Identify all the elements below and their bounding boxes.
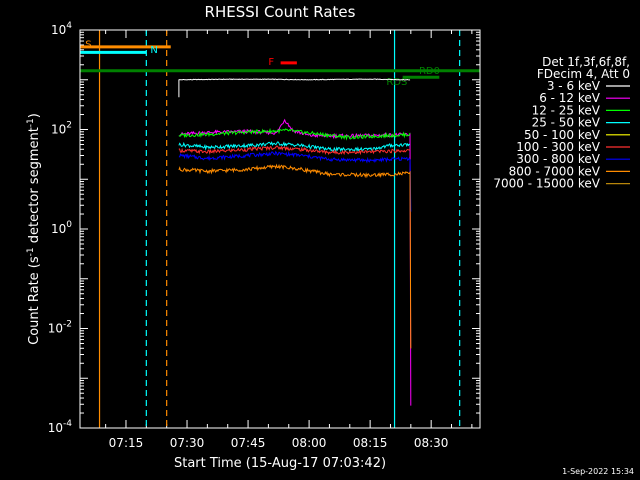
legend-entry-label: 300 - 800 keV (516, 152, 600, 166)
series-line-3 (178, 141, 411, 153)
legend-entry-label: 100 - 300 keV (516, 140, 600, 154)
y-tick-exponent: -2 (63, 320, 72, 330)
x-tick-label: 07:30 (170, 436, 205, 450)
flag-label-rds: RDS (386, 77, 407, 88)
y-tick-label: 102 (51, 121, 72, 137)
footer-timestamp: 1-Sep-2022 15:34 (562, 467, 634, 476)
legend-entry-label: 7000 - 15000 keV (493, 177, 600, 191)
y-tick-exponent: 2 (66, 121, 72, 131)
legend-header-2: FDecim 4, Att 0 (537, 67, 630, 81)
legend-entry-label: 50 - 100 keV (524, 128, 601, 142)
x-axis-label: Start Time (15-Aug-17 07:03:42) (174, 456, 386, 471)
y-axis-label-sup1: -1 (26, 247, 36, 256)
plot-frame (79, 29, 481, 429)
legend-entry-label: 25 - 50 keV (532, 116, 601, 130)
y-tick-base: 10 (48, 421, 63, 435)
y-tick-label: 10-2 (48, 320, 72, 336)
x-tick-label: 08:15 (353, 436, 388, 450)
legend: Det 1f,3f,6f,8f, FDecim 4, Att 0 3 - 6 k… (493, 55, 630, 191)
legend-entry-label: 800 - 7000 keV (509, 164, 601, 178)
y-tick-label: 10-4 (48, 419, 73, 435)
y-axis-label-sup2: -1 (26, 118, 36, 127)
y-tick-exponent: 4 (66, 21, 72, 31)
y-axis-label-main: Count Rate (s (27, 256, 42, 345)
flag-label-n: N (150, 45, 157, 56)
legend-entry-label: 12 - 25 keV (532, 103, 601, 117)
x-tick-label: 08:00 (292, 436, 327, 450)
legend-entry-label: 6 - 12 keV (539, 91, 601, 105)
y-tick-base: 10 (48, 322, 63, 336)
y-axis-label: Count Rate (s-1 detector segment-1) (26, 113, 42, 345)
flag-label-s: S (85, 39, 91, 50)
series-line-5 (178, 145, 411, 156)
x-tick-label: 07:45 (231, 436, 266, 450)
y-tick-base: 10 (51, 23, 66, 37)
x-tick-label: 08:30 (414, 436, 449, 450)
y-tick-base: 10 (51, 222, 66, 236)
y-tick-label: 104 (51, 21, 72, 37)
series-line-7 (178, 163, 412, 349)
y-axis-label-mid: detector segment (27, 127, 42, 247)
y-tick-base: 10 (51, 123, 66, 137)
y-tick-exponent: -4 (63, 419, 72, 429)
series-line-2 (178, 127, 411, 141)
series-line-0 (178, 78, 411, 98)
legend-header-1: Det 1f,3f,6f,8f, (542, 55, 630, 69)
y-axis-label-end: ) (27, 113, 42, 118)
x-tick-label: 07:15 (109, 436, 144, 450)
series-line-6 (178, 150, 412, 212)
chart-title: RHESSI Count Rates (205, 3, 356, 21)
legend-entry-label: 3 - 6 keV (547, 79, 601, 93)
flag-label-f: F (268, 57, 274, 68)
y-tick-label: 100 (51, 220, 72, 236)
flag-label-rd0: RD0 (419, 66, 440, 77)
y-tick-exponent: 0 (66, 220, 72, 230)
